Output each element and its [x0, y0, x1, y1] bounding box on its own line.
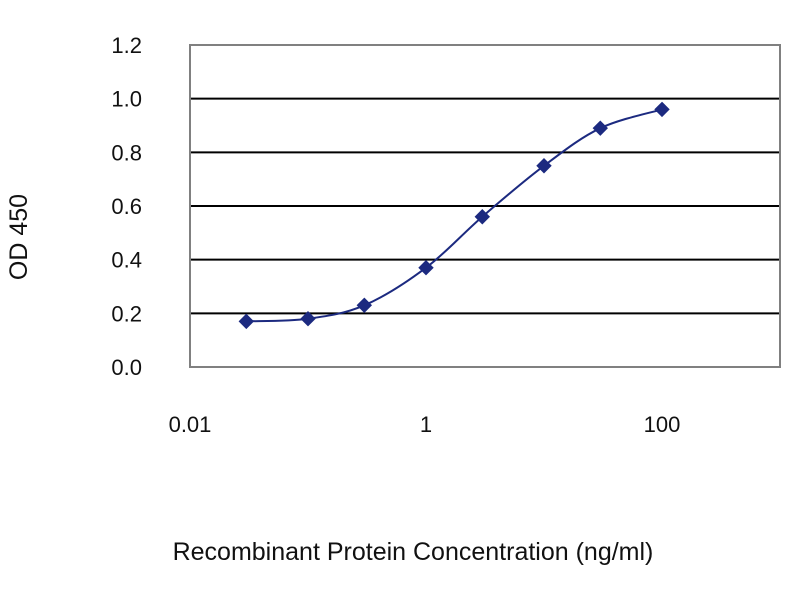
y-tick-label-4: 0.8: [111, 140, 142, 165]
data-point-7: [654, 101, 670, 118]
y-tick-label-2: 0.4: [111, 248, 142, 273]
data-point-3: [418, 260, 434, 276]
data-point-4: [474, 209, 491, 225]
data-point-6: [592, 120, 609, 136]
x-tick-label-0: 0.01: [169, 412, 212, 437]
y-tick-label-0: 0.0: [111, 355, 142, 380]
plot-frame: [189, 44, 781, 368]
data-point-5: [536, 158, 552, 174]
y-axis-title: OD 450: [5, 194, 33, 280]
y-tick-label-6: 1.2: [111, 33, 142, 58]
x-tick-label-1: 1: [420, 412, 432, 437]
grid-lines: [190, 97, 780, 315]
data-point-1: [300, 310, 316, 327]
y-tick-label-3: 0.6: [111, 194, 142, 219]
series-group: [238, 101, 670, 330]
y-axis-ticks: 0.0 0.2 0.4 0.6 0.8 1.0 1.2: [111, 33, 142, 380]
x-tick-label-2: 100: [644, 412, 681, 437]
x-axis-ticks: 0.01 1 100: [169, 412, 681, 437]
data-point-2: [356, 297, 373, 313]
x-axis-title: Recombinant Protein Concentration (ng/ml…: [173, 538, 654, 566]
y-tick-label-1: 0.2: [111, 301, 142, 326]
y-tick-label-5: 1.0: [111, 87, 142, 112]
data-point-0: [238, 313, 255, 330]
